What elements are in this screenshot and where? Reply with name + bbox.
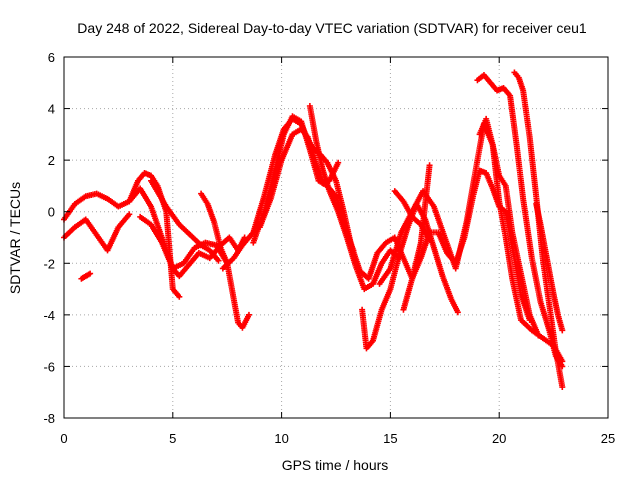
axis-ticks: 0 5 10 15 20 25 -8 -6 -4 -2 0 2 4 6	[43, 50, 615, 446]
series-sat-o	[391, 188, 433, 244]
series-sat-g	[198, 190, 231, 267]
series-sat-d	[78, 270, 94, 282]
plus-markers	[511, 69, 566, 391]
y-axis-label: SDTVAR / TECUs	[7, 182, 23, 294]
plot-frame	[63, 56, 609, 419]
x-tick-label: 25	[601, 431, 615, 446]
x-tick-label: 10	[274, 431, 288, 446]
plus-markers	[391, 188, 433, 244]
y-tick-label: 2	[48, 153, 55, 168]
series-sat-k	[306, 102, 403, 293]
series-sat-b	[61, 211, 133, 254]
plus-markers	[78, 270, 94, 282]
x-tick-label: 20	[492, 431, 506, 446]
series-sat-f	[148, 177, 222, 264]
x-tick-label: 0	[60, 431, 67, 446]
plus-markers	[533, 200, 566, 334]
plus-markers	[474, 72, 566, 370]
y-tick-label: -2	[43, 256, 55, 271]
series-sat-s	[533, 200, 566, 334]
y-tick-label: -4	[43, 308, 55, 323]
series-sat-p	[474, 72, 566, 370]
y-tick-label: -8	[43, 411, 55, 426]
plus-markers	[148, 177, 222, 264]
series-sat-q	[511, 69, 566, 391]
y-tick-label: 4	[48, 102, 55, 117]
plus-markers	[359, 200, 461, 352]
x-tick-label: 15	[383, 431, 397, 446]
chart-title: Day 248 of 2022, Sidereal Day-to-day VTE…	[77, 20, 587, 36]
series-sat-l	[359, 200, 461, 352]
plus-markers	[198, 190, 231, 267]
x-tick-label: 5	[169, 431, 176, 446]
plus-markers	[61, 211, 133, 254]
x-axis-label: GPS time / hours	[282, 457, 389, 473]
series-sat-e	[137, 213, 252, 331]
plus-markers	[256, 126, 342, 231]
y-tick-label: 0	[48, 205, 55, 220]
y-tick-label: -6	[43, 359, 55, 374]
plus-markers	[476, 115, 566, 365]
series-sat-r	[476, 115, 566, 365]
plus-markers	[306, 102, 403, 293]
plus-markers	[137, 213, 252, 331]
series-sat-j	[256, 126, 342, 231]
data-points	[61, 69, 566, 391]
y-tick-label: 6	[48, 50, 55, 65]
